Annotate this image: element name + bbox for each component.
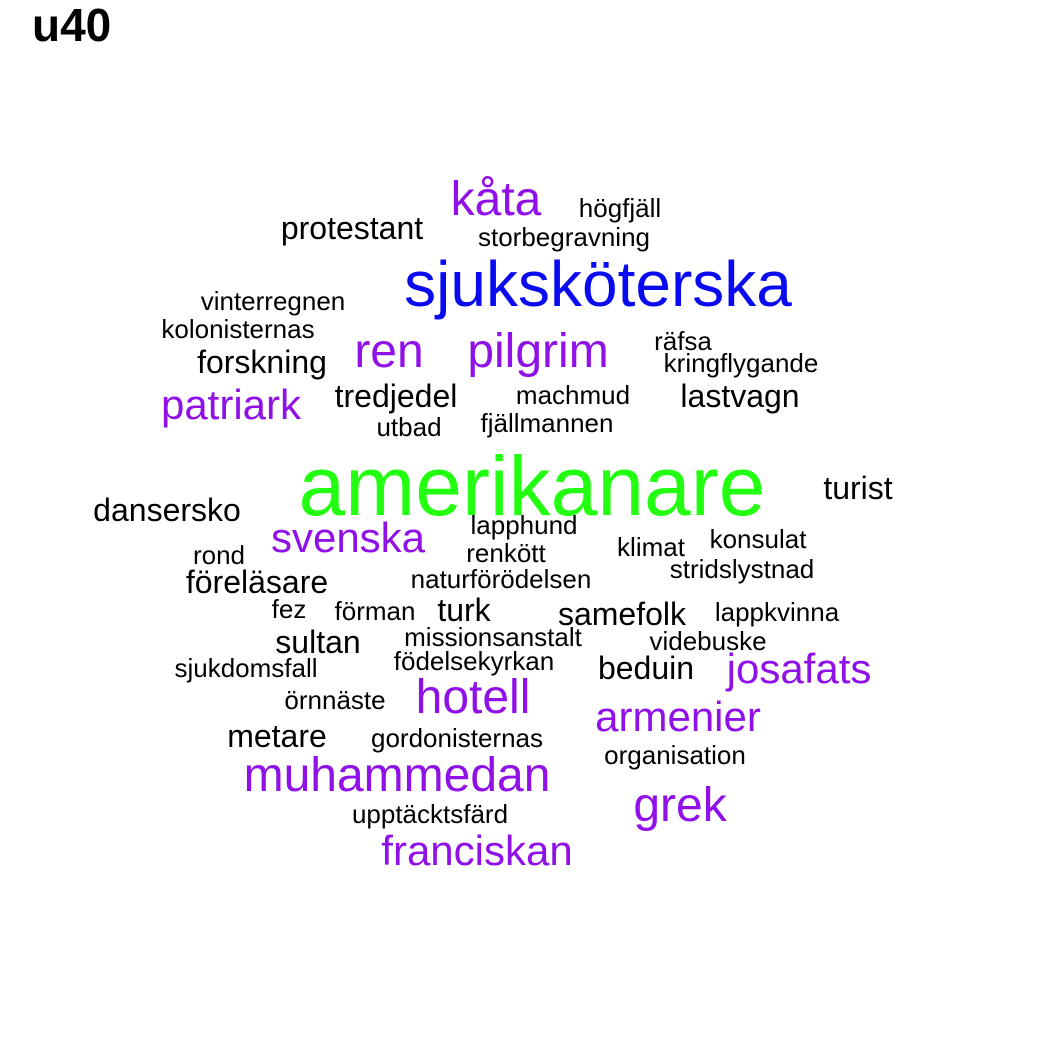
word-turk: turk — [437, 592, 491, 628]
word-storbegravning: storbegravning — [478, 222, 650, 252]
cloud-title: u40 — [32, 0, 112, 51]
word-turist: turist — [823, 470, 893, 506]
word-dansersko: dansersko — [93, 492, 241, 528]
word-rafsa: räfsa — [654, 326, 712, 356]
word-samefolk: samefolk — [557, 596, 687, 632]
word-josafats: josafats — [726, 645, 872, 692]
word-patriark: patriark — [160, 381, 302, 428]
word-pilgrim: pilgrim — [467, 325, 609, 378]
word-amerikanare: amerikanare — [298, 439, 766, 533]
word-videbuske: videbuske — [649, 626, 767, 656]
word-forman: förman — [334, 596, 416, 626]
word-sultan: sultan — [275, 624, 361, 660]
word-fez: fez — [271, 594, 307, 624]
word-beduin: beduin — [597, 650, 695, 686]
word-renkott: renkött — [466, 538, 546, 568]
word-klimat: klimat — [617, 532, 685, 562]
word-franciskan: franciskan — [381, 827, 573, 874]
word-lappkvinna: lappkvinna — [714, 597, 840, 627]
word-lapphund: lapphund — [470, 510, 578, 540]
word-grek: grek — [633, 779, 727, 832]
word-muhammedan: muhammedan — [243, 749, 551, 802]
word-kolonisternas: kolonisternas — [161, 314, 315, 344]
word-hotell: hotell — [415, 671, 531, 724]
word-stridslystnad: stridslystnad — [669, 554, 815, 584]
word-armenier: armenier — [595, 693, 761, 740]
word-fodelsekyrkan: födelsekyrkan — [393, 646, 555, 676]
word-rond: rond — [192, 540, 246, 570]
word-konsulat: konsulat — [709, 524, 807, 554]
word-protestant: protestant — [280, 210, 424, 246]
word-hogfjall: högfjäll — [578, 193, 662, 223]
word-sjukdomsfall: sjukdomsfall — [174, 653, 318, 683]
word-upptacktsfard: upptäcktsfärd — [351, 799, 509, 829]
word-ren: ren — [354, 325, 424, 378]
word-ornnaste: örnnäste — [284, 685, 386, 715]
word-forskning: forskning — [197, 344, 327, 380]
word-svenska: svenska — [270, 514, 426, 561]
word-organisation: organisation — [604, 740, 746, 770]
word-sjukskoterska: sjuksköterska — [404, 248, 792, 320]
word-tredjedel: tredjedel — [334, 378, 458, 414]
word-fjallmannen: fjällmannen — [480, 408, 614, 438]
word-gordonisternas: gordonisternas — [371, 723, 543, 753]
word-utbad: utbad — [376, 412, 442, 442]
word-naturforodelsen: naturförödelsen — [410, 564, 592, 594]
word-missionsanstalt: missionsanstalt — [404, 622, 582, 652]
word-forelasare: föreläsare — [185, 564, 329, 600]
word-kata: kåta — [450, 173, 542, 226]
word-lastvagn: lastvagn — [680, 378, 800, 414]
word-machmud: machmud — [515, 380, 631, 410]
word-vinterregnen: vinterregnen — [200, 286, 346, 316]
word-kringflygande: kringflygande — [663, 348, 819, 378]
word-metare: metare — [227, 718, 327, 754]
